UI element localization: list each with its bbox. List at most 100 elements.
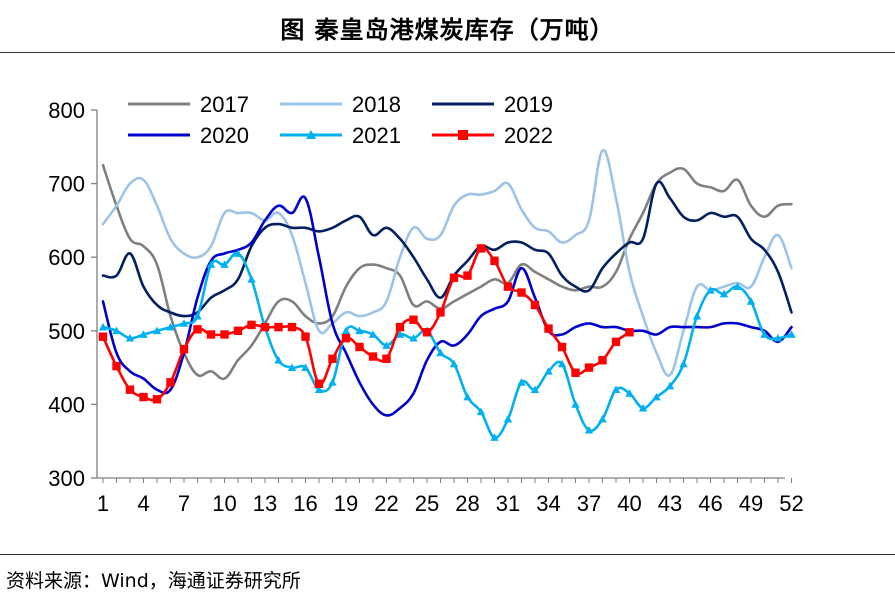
top-rule [0, 52, 895, 53]
x-tick-label: 40 [617, 491, 641, 516]
y-tick-label: 400 [48, 392, 85, 417]
x-tick-label: 37 [577, 491, 601, 516]
data-point-2022 [125, 385, 135, 394]
bottom-rule [0, 554, 895, 555]
data-point-2022 [112, 361, 121, 371]
data-point-2021 [409, 333, 418, 342]
data-point-2021 [476, 407, 486, 416]
data-point-2021 [247, 275, 256, 283]
data-point-2021 [193, 311, 202, 320]
data-point-2021 [220, 260, 229, 268]
legend-label: 2021 [352, 123, 401, 148]
legend-item-2022: 2022 [432, 123, 553, 148]
axes: 300 400 500 600 700 800 1 4 7 10 13 16 19 22 25 28 31 34 3… [48, 98, 803, 516]
x-tick-label: 1 [97, 491, 109, 516]
data-point-2021 [179, 319, 189, 327]
series-2017 [101, 163, 793, 381]
data-point-2021 [503, 414, 513, 423]
series-2022 [98, 244, 634, 404]
data-point-2021 [341, 326, 351, 335]
data-point-2022 [584, 363, 594, 372]
legend-item-2021: 2021 [280, 123, 401, 148]
legend: 2017 2018 2019 2020 2021 2022 [128, 92, 553, 148]
y-tick-label: 500 [48, 319, 85, 344]
data-point-2022 [436, 308, 445, 317]
data-point-2021 [706, 286, 715, 294]
data-point-2021 [274, 356, 283, 364]
data-point-2021 [287, 363, 297, 371]
data-point-2021 [584, 425, 594, 434]
data-point-2022 [98, 332, 108, 341]
data-point-2021 [719, 289, 729, 298]
legend-item-2019: 2019 [432, 92, 553, 117]
x-tick-label: 25 [415, 491, 439, 516]
data-point-2021 [314, 385, 324, 394]
legend-item-2018: 2018 [280, 92, 401, 117]
data-point-2022 [382, 354, 391, 363]
data-point-2021 [517, 378, 526, 386]
data-point-2021 [679, 359, 688, 368]
data-point-2021 [598, 414, 607, 423]
legend-marker [306, 130, 316, 139]
data-point-2021 [665, 381, 675, 390]
data-point-2021 [463, 392, 472, 401]
data-point-2021 [746, 297, 756, 305]
y-tick-label: 600 [48, 245, 85, 270]
series-line-2018 [101, 149, 793, 377]
legend-marker [458, 130, 468, 140]
legend-label: 2020 [200, 123, 249, 148]
x-tick-label: 4 [137, 491, 149, 516]
legend-label: 2017 [200, 92, 249, 117]
series-line-2020 [101, 195, 793, 417]
data-point-2021 [368, 330, 378, 338]
data-point-2022 [544, 324, 553, 333]
data-point-2021 [125, 333, 135, 342]
data-point-2021 [760, 330, 769, 338]
legend-label: 2022 [504, 123, 553, 148]
data-point-2021 [773, 333, 783, 342]
data-point-2022 [530, 300, 540, 310]
data-point-2022 [422, 328, 432, 337]
data-point-2022 [571, 368, 580, 377]
legend-label: 2018 [352, 92, 401, 117]
series-2018 [101, 149, 793, 377]
data-point-2021 [557, 359, 567, 368]
x-tick-label: 10 [212, 491, 236, 516]
data-point-2022 [517, 288, 526, 297]
data-point-2021 [625, 389, 634, 397]
y-tick-label: 300 [48, 466, 85, 491]
data-point-2022 [166, 378, 175, 387]
data-point-2021 [638, 403, 648, 412]
data-point-2022 [220, 330, 229, 339]
data-point-2021 [328, 378, 337, 386]
data-point-2022 [206, 330, 216, 339]
data-point-2021 [436, 348, 445, 357]
x-tick-label: 13 [253, 491, 277, 516]
data-point-2022 [260, 322, 270, 332]
legend-item-2020: 2020 [128, 123, 249, 148]
x-tick-label: 34 [536, 491, 560, 516]
data-point-2021 [206, 260, 216, 268]
data-point-2022 [395, 322, 405, 332]
data-point-2021 [382, 341, 391, 349]
x-tick-label: 43 [658, 491, 682, 516]
data-point-2021 [733, 282, 742, 290]
data-point-2021 [355, 326, 364, 335]
y-tick-label: 700 [48, 172, 85, 197]
legend-item-2017: 2017 [128, 92, 249, 117]
data-point-2022 [233, 326, 243, 335]
data-point-2021 [692, 311, 702, 320]
data-point-2022 [611, 337, 621, 347]
figure-title: 图 秦皇岛港煤炭库存（万吨） [280, 16, 615, 44]
data-point-2022 [274, 322, 283, 332]
series-line-2019 [101, 180, 793, 318]
data-point-2021 [301, 363, 310, 371]
source-note: 资料来源：Wind，海通证券研究所 [6, 570, 301, 592]
data-point-2022 [463, 271, 472, 280]
series-2021 [98, 249, 796, 441]
data-point-2021 [152, 326, 162, 335]
series-2020 [101, 195, 793, 417]
data-point-2022 [449, 273, 459, 283]
data-point-2021 [166, 322, 175, 331]
